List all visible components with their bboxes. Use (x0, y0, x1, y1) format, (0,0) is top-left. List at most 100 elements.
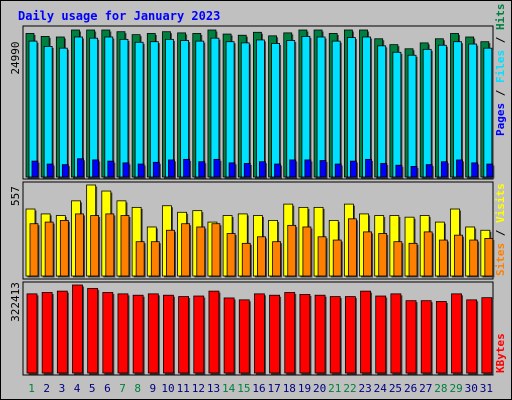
pages-bar (440, 161, 448, 178)
x-tick-label: 21 (328, 382, 341, 395)
sites-bar (241, 242, 251, 277)
files-bar (165, 38, 174, 178)
x-tick-label: 30 (465, 382, 478, 395)
pages-bar (137, 163, 145, 178)
sites-bar (287, 224, 297, 277)
sites-bar (120, 215, 130, 277)
kbytes-bar (223, 297, 235, 374)
pages-bar (168, 159, 175, 178)
x-tick-label: 27 (419, 382, 432, 395)
legend-kbytes: KBytes (494, 333, 507, 373)
x-tick-label: 4 (74, 382, 81, 395)
x-tick-label: 16 (252, 382, 265, 395)
kbytes-bar (102, 292, 114, 374)
sites-bar (105, 213, 115, 277)
kbytes-bar (344, 296, 356, 374)
legend-visits-sites: Sites / Visits (494, 183, 507, 276)
legend-files: Files (494, 50, 507, 83)
x-tick-label: 14 (222, 382, 236, 395)
files-bar (180, 40, 190, 178)
sites-bar (59, 220, 69, 277)
kbytes-bar (41, 292, 53, 374)
kbytes-bar (132, 294, 144, 374)
kbytes-bar (238, 299, 250, 374)
x-tick-label: 8 (134, 382, 141, 395)
files-bar (286, 40, 296, 178)
legend-separator: / (494, 223, 507, 243)
kbytes-bar (299, 293, 311, 374)
kbytes-bar (269, 294, 280, 374)
x-tick-label: 5 (89, 382, 96, 395)
x-tick-label: 10 (161, 382, 174, 395)
files-bar (453, 41, 462, 178)
sites-bar (332, 239, 342, 277)
pages-bar (304, 159, 312, 178)
pages-bar (259, 161, 266, 178)
pages-bar (31, 160, 39, 178)
kbytes-bar (163, 294, 174, 374)
kbytes-bar (314, 294, 326, 374)
sites-bar (363, 231, 372, 277)
files-bar (43, 46, 53, 178)
sites-bar (347, 218, 357, 277)
x-tick-label: 17 (268, 382, 281, 395)
files-bar (28, 40, 38, 178)
sites-bar (226, 233, 236, 277)
kbytes-bar (481, 297, 493, 374)
x-tick-label: 7 (119, 382, 126, 395)
x-tick-label: 15 (237, 382, 250, 395)
sites-bar (257, 236, 266, 277)
kbytes-bar (284, 292, 296, 374)
files-bar (392, 51, 402, 178)
x-tick-label: 3 (59, 382, 66, 395)
sites-bar (150, 241, 160, 277)
pages-bar (456, 159, 463, 178)
sites-bar (181, 223, 191, 277)
kbytes-bar (193, 295, 205, 374)
x-tick-label: 2 (43, 382, 50, 395)
x-tick-label: 28 (434, 382, 447, 395)
pages-bar (183, 158, 191, 178)
sites-bar (90, 215, 100, 277)
sites-bar (44, 221, 54, 277)
legend-hits-files-pages: Pages / Files / Hits (494, 4, 507, 137)
files-bar (240, 42, 250, 178)
files-bar (225, 41, 235, 178)
x-tick-label: 13 (207, 382, 220, 395)
pages-bar (365, 158, 372, 178)
kbytes-bar (466, 299, 478, 374)
files-bar (271, 43, 280, 178)
pages-bar (410, 166, 418, 178)
sites-bar (378, 233, 388, 277)
pages-bar (213, 158, 221, 178)
pages-bar (122, 162, 130, 178)
x-tick-label: 12 (192, 382, 205, 395)
x-tick-label: 22 (343, 382, 356, 395)
kbytes-bar (72, 284, 83, 374)
files-bar (316, 36, 326, 178)
files-bar (331, 40, 341, 178)
pages-bar (289, 159, 297, 178)
y-max-label-hits: 24990 (9, 41, 22, 74)
pages-bar (228, 162, 236, 178)
x-tick-label: 11 (177, 382, 190, 395)
y-max-label-visits: 557 (9, 186, 22, 206)
files-bar (195, 40, 205, 178)
x-tick-label: 6 (104, 382, 111, 395)
legend-visits: Visits (494, 183, 507, 223)
legend-sites: Sites (494, 243, 507, 276)
pages-bar (92, 159, 100, 178)
kbytes-bar (208, 290, 220, 374)
kbytes-bar (254, 293, 265, 374)
pages-bar (471, 162, 479, 178)
sites-bar (408, 242, 418, 277)
sites-bar (211, 223, 221, 277)
files-bar (468, 43, 478, 178)
files-bar (483, 47, 493, 178)
files-bar (58, 47, 68, 178)
pages-bar (486, 163, 494, 178)
x-tick-label: 9 (150, 382, 157, 395)
x-tick-label: 26 (404, 382, 417, 395)
sites-bar (196, 226, 206, 277)
